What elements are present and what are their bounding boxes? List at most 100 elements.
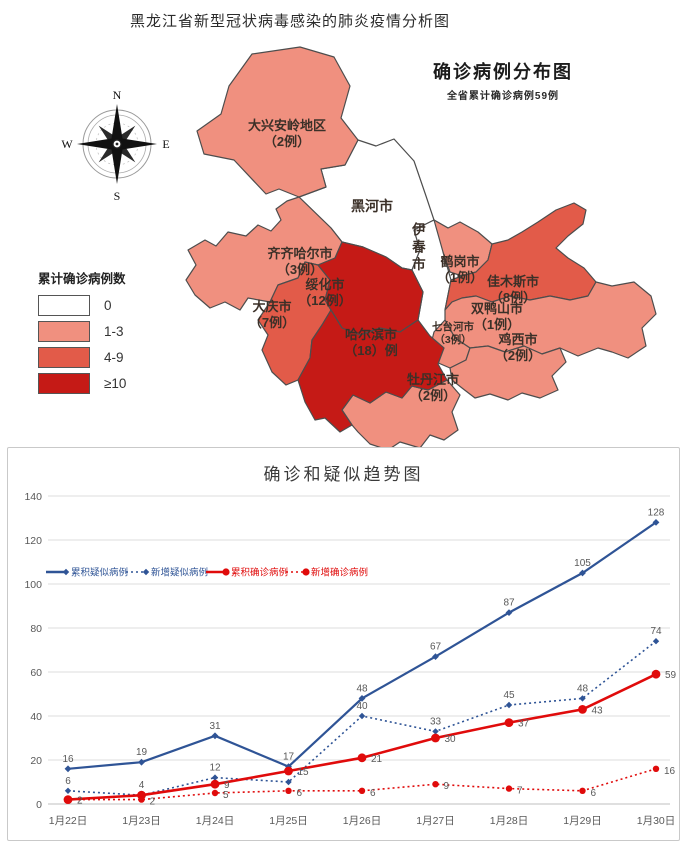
legend-label-0: 0	[104, 298, 112, 313]
compass-n-label: N	[113, 88, 122, 102]
y-tick-label: 80	[30, 623, 42, 635]
legend-row: ≥10	[38, 373, 126, 394]
series-labels-0: 16 19 31 17 48 67 87 105 128	[62, 507, 664, 764]
region-label-mudanjiang: 牡丹江市 （2例）	[406, 372, 460, 404]
region-label-harbin: 哈尔滨市 （18）例	[344, 327, 398, 359]
y-tick-label: 0	[36, 799, 42, 811]
data-point	[431, 733, 440, 743]
series-labels-3: 2 5 6 6 9 7 6 16	[150, 766, 676, 808]
data-label: 17	[283, 752, 295, 763]
province-map	[185, 46, 657, 450]
series-markers-1	[64, 638, 660, 799]
data-point	[432, 781, 439, 788]
data-point	[64, 787, 72, 794]
data-point	[64, 765, 72, 773]
data-point	[505, 609, 513, 616]
y-tick-label: 40	[30, 711, 42, 723]
chart-legend: 累积疑似病例 新增疑似病例 累积确诊病例 新增确诊病例	[46, 567, 368, 579]
legend-swatch-0	[38, 295, 90, 316]
data-label: 31	[209, 721, 221, 732]
region-label-qitaihe: 七台河市 （3例）	[432, 321, 474, 347]
series-labels-1: 6 4 12 40 33 45 48 74	[65, 626, 662, 791]
data-label: 9	[224, 780, 230, 791]
region-label-heihe: 黑河市	[351, 198, 393, 214]
gridlines	[48, 495, 670, 805]
map-legend: 累计确诊病例数 0 1-3 4-9 ≥10	[38, 268, 126, 399]
series-markers-0	[64, 519, 660, 773]
data-point	[358, 712, 366, 720]
map-legend-title: 累计确诊病例数	[38, 272, 126, 286]
map-heading: 确诊病例分布图 全省累计确诊病例59例	[398, 58, 608, 102]
data-point	[505, 701, 513, 709]
data-label: 5	[223, 790, 229, 801]
legend-swatch-10plus	[38, 373, 90, 394]
data-label: 6	[65, 776, 71, 787]
x-tick-label: 1月30日	[637, 815, 676, 827]
series-markers-3	[64, 765, 660, 803]
trend-chart-panel: 确诊和疑似趋势图 0 20 40 60 80 100 120 140 1月22日 1月23日 1月2…	[7, 447, 680, 841]
data-point	[504, 718, 514, 727]
legend-swatch-4-9	[38, 347, 90, 368]
data-point	[211, 774, 219, 781]
data-point	[578, 705, 587, 714]
x-tick-label: 1月23日	[122, 815, 161, 827]
region-label-jixi: 鸡西市 （2例）	[494, 332, 542, 364]
x-tick-label: 1月25日	[269, 815, 308, 827]
data-point	[579, 787, 586, 794]
compass-s-label: S	[114, 189, 121, 203]
data-point	[138, 758, 145, 766]
data-point	[211, 732, 219, 740]
trend-chart-title: 确诊和疑似趋势图	[263, 465, 424, 484]
region-label-suihua: 绥化市 （12例）	[298, 277, 352, 309]
legend-row: 1-3	[38, 321, 126, 342]
chart-legend-label: 新增疑似病例	[151, 567, 208, 579]
x-axis-labels: 1月22日 1月23日 1月24日 1月25日 1月26日 1月27日 1月28日 1月29日…	[49, 815, 676, 827]
data-label: 40	[356, 701, 368, 712]
data-point	[579, 695, 586, 702]
data-label: 21	[371, 754, 383, 765]
data-label: 87	[503, 598, 515, 609]
data-label: 7	[517, 786, 523, 797]
chart-legend-label: 累积确诊病例	[231, 567, 288, 579]
data-label: 30	[445, 734, 457, 745]
region-daxinganling	[196, 46, 359, 198]
x-tick-label: 1月26日	[343, 815, 382, 827]
data-point	[285, 778, 292, 786]
y-tick-label: 100	[24, 579, 42, 591]
data-label: 2	[150, 797, 156, 808]
data-label: 74	[650, 626, 662, 637]
data-label: 2	[77, 796, 83, 807]
data-point	[284, 766, 293, 776]
region-jixi	[449, 345, 567, 401]
chart-legend-label: 累积疑似病例	[71, 567, 128, 579]
data-label: 16	[62, 754, 74, 765]
data-point	[652, 765, 660, 772]
data-point	[211, 789, 219, 797]
data-point	[358, 787, 366, 794]
region-label-jiamusi: 佳木斯市 （8例）	[486, 274, 540, 306]
legend-row: 0	[38, 295, 126, 316]
x-tick-label: 1月27日	[416, 815, 455, 827]
data-point	[138, 796, 145, 803]
data-label: 48	[577, 683, 589, 694]
x-tick-label: 1月28日	[490, 815, 529, 827]
legend-label-4-9: 4-9	[104, 350, 124, 365]
data-label: 6	[370, 788, 376, 799]
data-point	[358, 695, 366, 702]
y-tick-label: 120	[24, 535, 42, 547]
series-line-0	[67, 521, 657, 770]
data-point	[285, 787, 292, 794]
region-label-daqing: 大庆市 （7例）	[248, 299, 296, 331]
x-tick-label: 1月22日	[49, 815, 88, 827]
region-harbin	[297, 309, 448, 433]
chart-legend-label: 新增确诊病例	[311, 567, 368, 579]
x-tick-label: 1月24日	[196, 815, 235, 827]
data-label: 19	[136, 747, 148, 758]
data-point	[579, 569, 586, 577]
data-point	[651, 669, 661, 679]
region-label-shuangyashan: 双鸭山市 （1例）	[470, 301, 524, 333]
data-point	[652, 519, 660, 526]
